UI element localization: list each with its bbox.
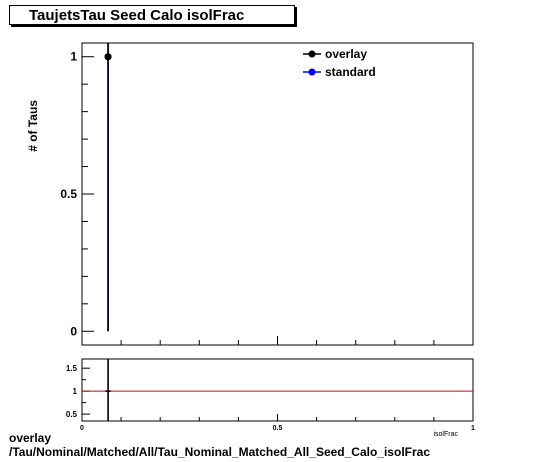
legend-standard-label: standard [325, 65, 376, 79]
chart-title: TaujetsTau Seed Calo isolFrac [9, 5, 295, 25]
ratio-y-tick-label: 0.5 [66, 410, 78, 419]
main-frame [81, 42, 474, 346]
ratio-x-tick-label: 1 [471, 425, 475, 432]
legend: overlay standard [303, 47, 376, 79]
x-axis-label: isolFrac [433, 431, 458, 438]
ratio-x-tick-label: 0.5 [273, 425, 283, 432]
y-axis-label: # of Taus [26, 100, 40, 152]
legend-overlay-marker [308, 50, 316, 58]
main-y-axis: 00.51 [60, 50, 94, 338]
ratio-plot-panel: 0.511.5 0 0.5 1 isolFrac [66, 358, 475, 438]
legend-overlay-label: overlay [325, 47, 367, 61]
main-plot-marks [104, 43, 112, 332]
caption-line-1: overlay [9, 431, 52, 445]
ratio-frame [81, 358, 474, 422]
main-y-tick-label: 1 [70, 50, 77, 64]
main-plot-panel: 00.51 # of Taus [26, 42, 474, 346]
ratio-x-tick-label: 0 [80, 425, 84, 432]
main-y-tick-label: 0 [70, 324, 77, 338]
ratio-x-axis: 0 0.5 1 [80, 414, 475, 432]
overlay-point [104, 53, 112, 61]
ratio-y-tick-label: 1.5 [66, 364, 78, 373]
ratio-plot-marks [82, 359, 473, 421]
ratio-y-tick-label: 1 [73, 387, 78, 396]
main-y-tick-label: 0.5 [60, 187, 77, 201]
caption-line-2: /Tau/Nominal/Matched/All/Tau_Nominal_Mat… [9, 445, 430, 459]
main-x-axis [81, 336, 474, 345]
legend-standard-marker [308, 68, 316, 76]
